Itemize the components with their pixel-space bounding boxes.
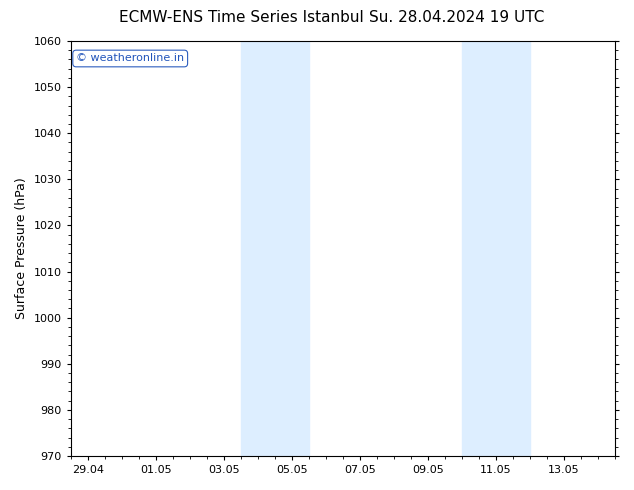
Text: Su. 28.04.2024 19 UTC: Su. 28.04.2024 19 UTC (369, 10, 544, 25)
Text: © weatheronline.in: © weatheronline.in (76, 53, 184, 64)
Y-axis label: Surface Pressure (hPa): Surface Pressure (hPa) (15, 178, 28, 319)
Bar (462, 41, 530, 456)
Bar (241, 41, 309, 456)
Text: ECMW-ENS Time Series Istanbul: ECMW-ENS Time Series Istanbul (119, 10, 363, 25)
